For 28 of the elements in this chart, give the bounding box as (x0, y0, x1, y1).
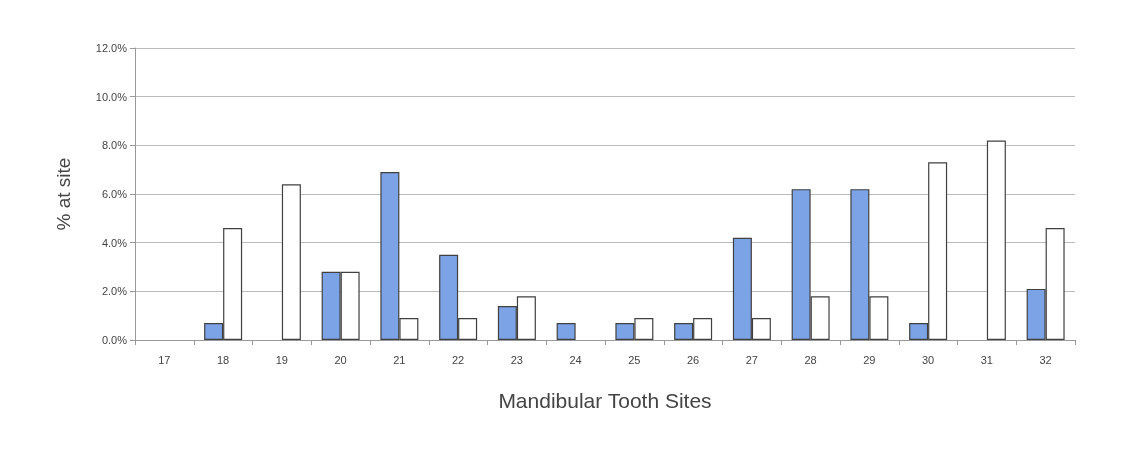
y-tick-label: 0.0% (101, 334, 128, 346)
x-tick-label: 21 (393, 353, 406, 366)
y-tick-label: 6.0% (101, 188, 128, 200)
x-tick-label: 19 (275, 353, 288, 366)
bar (986, 140, 1006, 340)
y-tick-label: 4.0% (101, 236, 128, 249)
x-tick-label: 28 (804, 353, 817, 366)
y-tick-label: 2.0% (101, 285, 128, 298)
x-tick-label: 23 (510, 353, 523, 366)
y-axis-title: % at site (53, 157, 74, 231)
x-tick-label: 26 (687, 353, 700, 366)
x-tick-label: 32 (1039, 353, 1052, 366)
x-axis-title: Mandibular Tooth Sites (498, 389, 712, 412)
x-tick-label: 25 (628, 353, 641, 366)
x-tick-label: 31 (980, 353, 993, 366)
x-tick-label: 27 (745, 353, 758, 366)
x-tick-label: 29 (863, 353, 876, 366)
y-tick-label: 12.0% (95, 42, 128, 54)
bar (556, 322, 576, 340)
y-tick-label: 10.0% (95, 90, 128, 103)
x-tick-label: 22 (452, 353, 465, 366)
bar (281, 184, 301, 340)
x-tick-label: 30 (922, 353, 935, 366)
x-tick-label: 24 (569, 353, 582, 366)
x-tick-label: 18 (217, 353, 230, 366)
x-tick-label: 17 (158, 353, 171, 366)
x-tick-label: 20 (334, 353, 347, 366)
y-tick-label: 8.0% (101, 139, 128, 152)
